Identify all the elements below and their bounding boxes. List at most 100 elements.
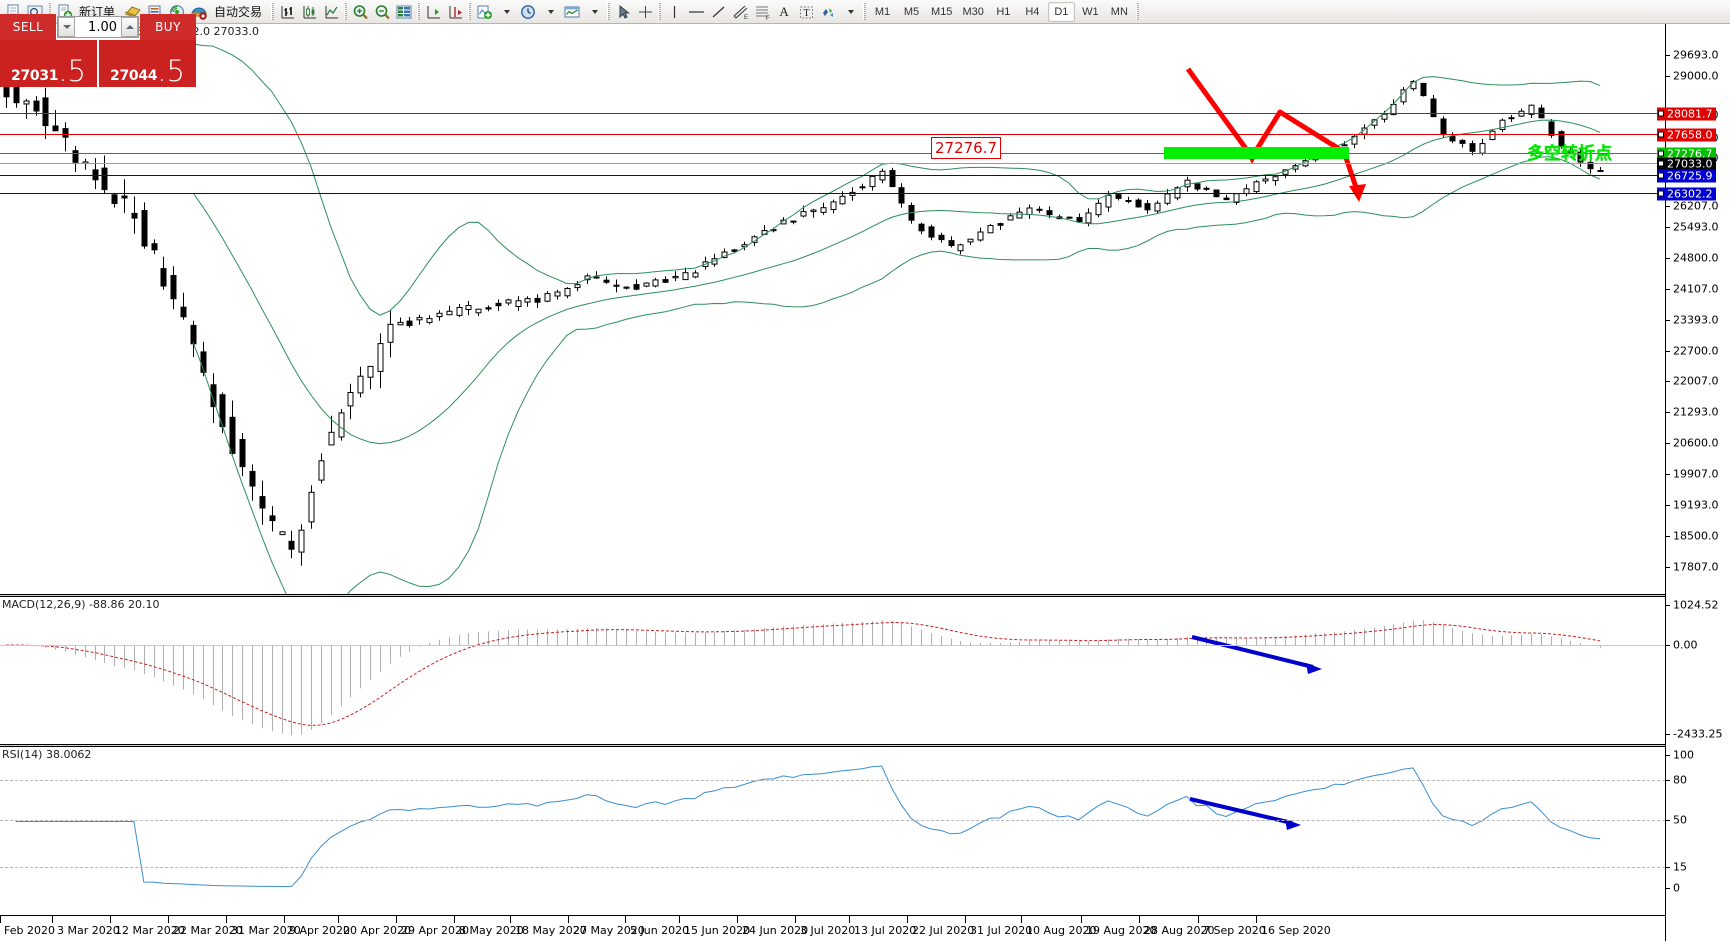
sell-label[interactable]: SELL	[0, 14, 56, 40]
price-tag-handle[interactable]	[1658, 160, 1664, 167]
toolbar-separator	[466, 2, 473, 21]
auto-trading-icon[interactable]	[188, 1, 210, 22]
period-clock-icon[interactable]	[517, 1, 539, 22]
timeframe-w1[interactable]: W1	[1082, 5, 1099, 18]
support-price-label[interactable]: 27276.7	[931, 137, 1002, 159]
indicator-list-icon[interactable]	[122, 1, 144, 22]
price-pane[interactable]: DJ30-,Daily 27573.0 27657.0 26582.0 2703…	[0, 24, 1730, 594]
date-axis-label: 8 May 2020	[459, 924, 524, 937]
cursor-icon[interactable]	[612, 1, 634, 22]
price-tag-handle[interactable]	[1658, 150, 1664, 157]
level-line-28081[interactable]	[0, 113, 1665, 114]
date-axis-tick	[679, 916, 680, 923]
new-chart-icon[interactable]	[2, 1, 24, 22]
crosshair-icon[interactable]	[634, 1, 656, 22]
text-label-icon[interactable]: T	[795, 1, 817, 22]
pane-separator-1[interactable]	[0, 594, 1730, 597]
auto-trading-label[interactable]: 自动交易	[210, 1, 269, 22]
date-axis-label: 9 Apr 2020	[289, 924, 351, 937]
chart-grid-icon[interactable]	[393, 1, 415, 22]
price-tag[interactable]: 26725.9	[1657, 169, 1716, 183]
svg-text:T: T	[803, 8, 809, 19]
timeframe-d1[interactable]: D1	[1047, 1, 1075, 22]
volume-stepper[interactable]: 1.00	[57, 16, 139, 38]
turning-point-band[interactable]	[1164, 147, 1349, 159]
zoom-in-icon[interactable]	[349, 1, 371, 22]
timeframe-m15[interactable]: M15	[931, 5, 953, 18]
price-tag[interactable]: 27658.0	[1657, 128, 1716, 142]
timeframe-mn[interactable]: MN	[1110, 5, 1128, 18]
price-axis-label: 25493.0	[1673, 220, 1719, 234]
macd-zero-line	[0, 645, 1665, 646]
price-axis-label: 18500.0	[1673, 529, 1719, 543]
price-axis-tick	[1666, 567, 1670, 568]
templates-dropdown-icon[interactable]	[583, 1, 605, 22]
new-order-label[interactable]: 新订单	[75, 1, 122, 22]
pane-separator-2[interactable]	[0, 744, 1730, 747]
price-tag-handle[interactable]	[1658, 131, 1664, 138]
timeframe-m5[interactable]: M5	[903, 5, 920, 18]
turning-point-annotation[interactable]: 多空转折点	[1527, 144, 1612, 164]
rsi-pane[interactable]: RSI(14) 38.0062	[0, 747, 1730, 915]
price-tag-handle[interactable]	[1658, 172, 1664, 179]
rsi-axis-label: 100	[1673, 748, 1694, 762]
vertical-line-icon[interactable]	[663, 1, 685, 22]
price-tag[interactable]: 26302.2	[1657, 187, 1716, 201]
level-line-27033[interactable]	[0, 163, 1665, 164]
level-line-27276[interactable]	[0, 153, 1665, 154]
price-axis-label: 23393.0	[1673, 313, 1719, 327]
price-tag[interactable]: 27033.0	[1657, 157, 1716, 171]
volume-decrement-button[interactable]	[58, 17, 75, 37]
rsi-axis-label: 50	[1673, 813, 1687, 827]
rsi-axis-tick	[1666, 867, 1670, 868]
volume-value[interactable]: 1.00	[75, 17, 121, 37]
equidistant-channel-icon[interactable]: E	[729, 1, 751, 22]
horizontal-line-icon[interactable]	[685, 1, 707, 22]
level-line-26302[interactable]	[0, 193, 1665, 194]
objects-list-icon[interactable]	[817, 1, 839, 22]
level-line-27658[interactable]	[0, 134, 1665, 135]
auto-scroll-icon[interactable]	[444, 1, 466, 22]
period-dropdown-icon[interactable]	[539, 1, 561, 22]
price-tag-handle[interactable]	[1658, 110, 1664, 117]
text-icon[interactable]: A	[773, 1, 795, 22]
buy-label[interactable]: BUY	[140, 14, 196, 40]
objects-dropdown-icon[interactable]	[839, 1, 861, 22]
volume-increment-button[interactable]	[121, 17, 138, 37]
templates-icon[interactable]	[561, 1, 583, 22]
indicators-add-icon[interactable]	[473, 1, 495, 22]
price-axis-tick	[1666, 381, 1670, 382]
timeframe-h1[interactable]: H1	[996, 5, 1011, 18]
one-click-trading-panel[interactable]: SELL 1.00 BUY 27031 .5 27044 .5	[0, 14, 196, 87]
timeframe-m1[interactable]: M1	[874, 5, 891, 18]
sell-price-button[interactable]: 27031 .5	[0, 40, 99, 87]
line-chart-icon[interactable]	[320, 1, 342, 22]
price-tag[interactable]: 27276.7	[1657, 147, 1716, 161]
price-axis-tick	[1666, 443, 1670, 444]
timeframe-h4[interactable]: H4	[1025, 5, 1040, 18]
date-axis[interactable]: Feb 2020 3 Mar 2020 12 Mar 2020 22 Mar 2020…	[0, 915, 1730, 941]
price-axis-label: 21293.0	[1673, 405, 1719, 419]
macd-pane[interactable]: MACD(12,26,9) -88.86 20.10	[0, 597, 1730, 744]
indicators-dropdown-icon[interactable]	[495, 1, 517, 22]
rsi-axis-label: 15	[1673, 860, 1687, 874]
rsi-axis-tick	[1666, 820, 1670, 821]
date-axis-tick	[795, 916, 796, 923]
rsi-axis-tick	[1666, 780, 1670, 781]
date-axis-label: 10 Aug 2020	[1026, 924, 1097, 937]
bar-chart-icon[interactable]	[276, 1, 298, 22]
timeframe-m30[interactable]: M30	[962, 5, 984, 18]
fibonacci-icon[interactable]: F	[751, 1, 773, 22]
price-axis[interactable]: 29693.029000.028307.027614.026920.026207…	[1657, 24, 1730, 941]
chart-area[interactable]: DJ30-,Daily 27573.0 27657.0 26582.0 2703…	[0, 24, 1730, 941]
candlestick-chart-icon[interactable]	[298, 1, 320, 22]
level-line-26725[interactable]	[0, 175, 1665, 176]
zoom-out-icon[interactable]	[371, 1, 393, 22]
chart-shift-icon[interactable]	[422, 1, 444, 22]
macd-title: MACD(12,26,9) -88.86 20.10	[2, 598, 160, 611]
svg-text:E: E	[744, 15, 748, 20]
price-tag[interactable]: 28081.7	[1657, 107, 1716, 121]
buy-price-button[interactable]: 27044 .5	[99, 40, 196, 87]
price-tag-handle[interactable]	[1658, 190, 1664, 197]
trendline-icon[interactable]	[707, 1, 729, 22]
